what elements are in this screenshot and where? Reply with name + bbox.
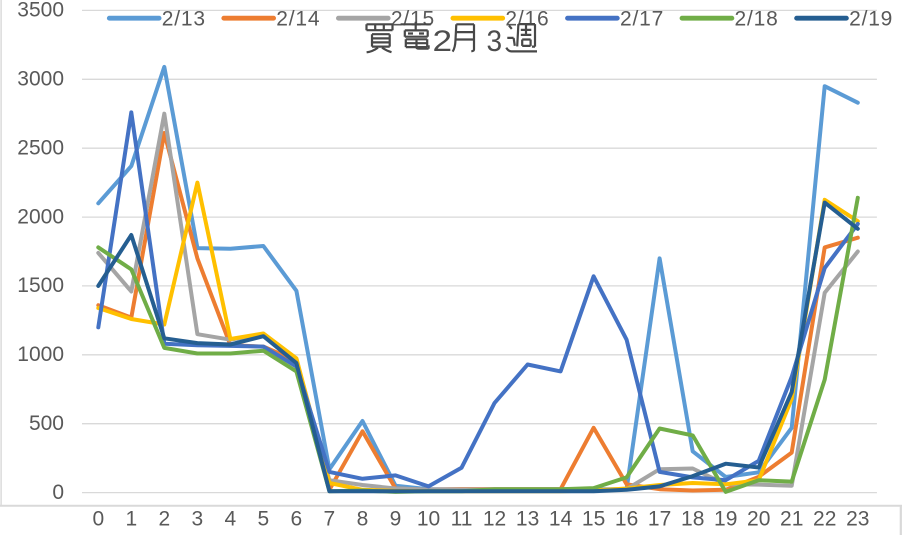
svg-text:3000: 3000	[17, 68, 64, 91]
svg-text:3500: 3500	[17, 0, 64, 22]
svg-text:3: 3	[487, 25, 503, 58]
svg-text:20: 20	[747, 508, 770, 531]
svg-text:1: 1	[125, 508, 137, 531]
svg-text:3: 3	[192, 508, 204, 531]
svg-text:5: 5	[258, 508, 270, 531]
svg-text:6: 6	[291, 508, 303, 531]
svg-text:0: 0	[92, 508, 104, 531]
svg-text:2/18: 2/18	[735, 8, 779, 31]
svg-text:2/17: 2/17	[620, 8, 664, 31]
svg-text:19: 19	[714, 508, 737, 531]
svg-text:2/13: 2/13	[162, 8, 206, 31]
svg-text:7: 7	[324, 508, 336, 531]
svg-text:2500: 2500	[17, 136, 64, 159]
svg-text:9: 9	[390, 508, 402, 531]
svg-text:4: 4	[225, 508, 237, 531]
svg-text:0: 0	[52, 481, 64, 504]
svg-text:2/14: 2/14	[276, 8, 320, 31]
svg-text:8: 8	[357, 508, 369, 531]
svg-text:2: 2	[158, 508, 170, 531]
svg-text:13: 13	[516, 508, 539, 531]
svg-text:1500: 1500	[17, 274, 64, 297]
svg-text:12: 12	[483, 508, 506, 531]
svg-text:2000: 2000	[17, 205, 64, 228]
svg-text:15: 15	[582, 508, 605, 531]
svg-text:17: 17	[648, 508, 671, 531]
svg-text:21: 21	[780, 508, 803, 531]
svg-text:16: 16	[615, 508, 638, 531]
svg-text:11: 11	[451, 508, 473, 531]
svg-text:1000: 1000	[17, 343, 64, 366]
svg-text:2/19: 2/19	[849, 8, 893, 31]
svg-text:23: 23	[846, 508, 869, 531]
svg-text:14: 14	[549, 508, 573, 531]
svg-text:10: 10	[417, 508, 440, 531]
svg-text:18: 18	[681, 508, 704, 531]
svg-text:22: 22	[813, 508, 836, 531]
svg-text:2/15: 2/15	[391, 8, 435, 31]
svg-text:2: 2	[433, 25, 453, 58]
svg-text:2/16: 2/16	[505, 8, 549, 31]
svg-text:500: 500	[29, 412, 64, 435]
